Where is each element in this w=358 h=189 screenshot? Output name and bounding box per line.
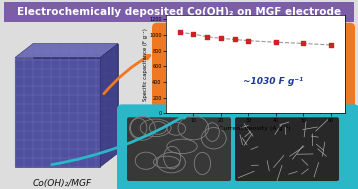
FancyBboxPatch shape [235, 117, 339, 181]
X-axis label: Current density (A g⁻¹): Current density (A g⁻¹) [219, 125, 291, 131]
Text: Co(OH)₂/MGF: Co(OH)₂/MGF [33, 179, 92, 188]
Point [204, 35, 210, 38]
FancyArrowPatch shape [104, 55, 150, 94]
FancyBboxPatch shape [0, 1, 358, 23]
FancyBboxPatch shape [152, 23, 355, 132]
Text: Electrochemically deposited Co(OH)₂ on MGF electrode: Electrochemically deposited Co(OH)₂ on M… [17, 7, 341, 17]
Polygon shape [33, 44, 118, 153]
Point [232, 38, 237, 41]
Point [218, 37, 224, 40]
Text: ~1030 F g⁻¹: ~1030 F g⁻¹ [243, 77, 303, 86]
Point [301, 42, 306, 45]
Polygon shape [100, 44, 118, 167]
FancyBboxPatch shape [117, 104, 358, 189]
Point [176, 31, 182, 34]
FancyBboxPatch shape [127, 117, 231, 181]
Polygon shape [15, 58, 100, 167]
Point [328, 43, 334, 46]
Point [246, 39, 251, 42]
Point [273, 41, 279, 44]
Y-axis label: Specific capacitance (F g⁻¹): Specific capacitance (F g⁻¹) [143, 28, 148, 101]
Polygon shape [15, 44, 118, 58]
Point [190, 33, 196, 36]
FancyArrowPatch shape [52, 114, 187, 165]
Text: Co(OH)₂ Microflakes: Co(OH)₂ Microflakes [247, 179, 337, 188]
